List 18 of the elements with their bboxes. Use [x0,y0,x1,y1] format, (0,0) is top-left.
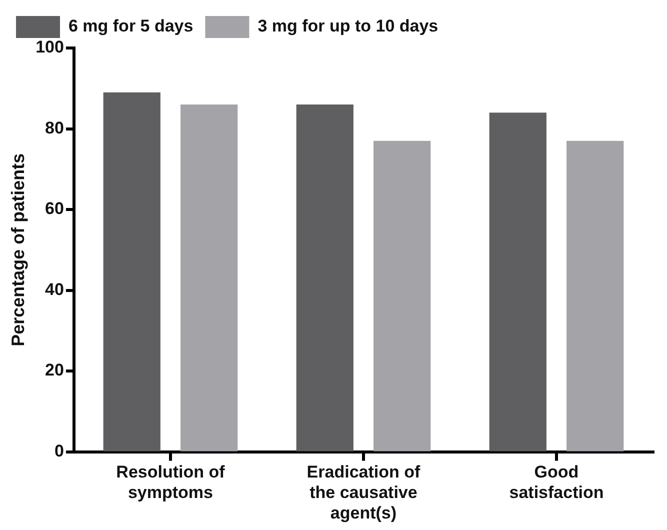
y-tick-label: 100 [36,38,64,57]
bar [180,104,238,452]
x-tick-label: Eradication of the causative agent(s) [306,462,420,522]
x-tick-label: Good satisfaction [509,462,604,502]
bar [374,140,431,452]
y-tick-label: 20 [45,360,64,380]
y-tick-label: 60 [45,199,64,218]
legend-label: 6 mg for 5 days [68,16,194,36]
y-tick-label: 40 [45,280,64,299]
y-axis-title: Percentage of patients [8,153,28,346]
bar [566,140,624,452]
x-tick-label: Resolution of symptoms [116,462,226,502]
bar [296,104,354,452]
y-tick-label: 0 [54,441,64,460]
y-tick-label: 80 [45,118,64,138]
bar [489,112,546,452]
bar [103,92,160,452]
legend-label: 3 mg for up to 10 days [258,16,438,36]
